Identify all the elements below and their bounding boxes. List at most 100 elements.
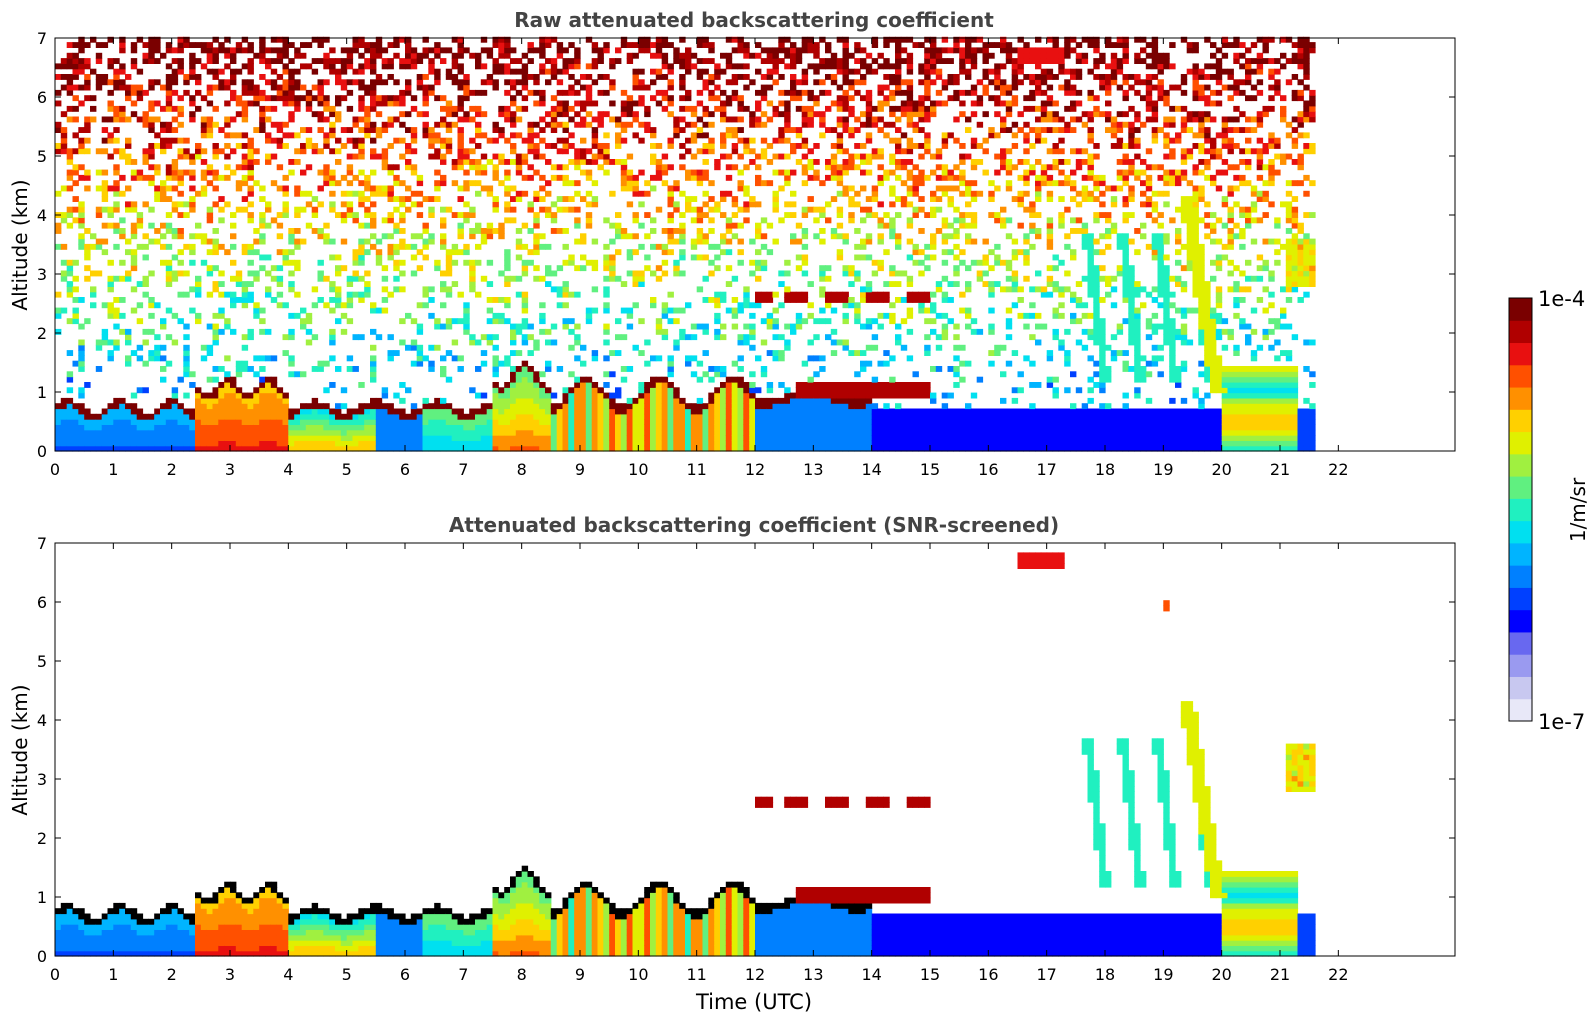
heatmap-cell <box>475 127 482 133</box>
heatmap-cell <box>696 254 704 261</box>
heatmap-cell <box>807 440 814 447</box>
heatmap-cell <box>906 68 914 75</box>
heatmap-cell <box>189 159 196 165</box>
heatmap-cell <box>78 435 85 441</box>
heatmap-cell <box>358 105 365 112</box>
heatmap-cell <box>562 148 569 155</box>
heatmap-cell <box>877 127 884 133</box>
heatmap-cell <box>720 196 727 202</box>
heatmap-cell <box>323 360 330 367</box>
heatmap-cell <box>504 249 511 256</box>
heatmap-cell <box>235 132 243 139</box>
heatmap-cell <box>527 435 534 441</box>
heatmap-cell <box>364 286 371 293</box>
heatmap-cell <box>60 111 68 118</box>
heatmap-cell <box>860 79 867 86</box>
heatmap-cell <box>323 222 330 229</box>
heatmap-cell <box>387 350 394 356</box>
heatmap-cell <box>160 185 167 192</box>
heatmap-cell <box>78 143 85 149</box>
heatmap-cell <box>644 440 651 447</box>
heatmap-cell <box>515 424 523 431</box>
heatmap-cell <box>381 307 389 314</box>
heatmap-cell <box>451 249 459 256</box>
heatmap-cell <box>778 47 785 54</box>
heatmap-cell <box>556 445 564 452</box>
heatmap-cell <box>673 339 680 346</box>
heatmap-cell <box>340 403 348 410</box>
heatmap-cell <box>865 137 873 144</box>
heatmap-cell <box>539 174 546 181</box>
heatmap-cell <box>807 196 814 202</box>
heatmap-cell <box>790 297 797 303</box>
heatmap-cell <box>148 84 155 91</box>
heatmap-cell <box>60 419 68 425</box>
heatmap-cell <box>55 291 62 298</box>
heatmap-cell <box>428 206 435 213</box>
heatmap-cell <box>352 153 359 160</box>
heatmap-cell <box>597 424 604 431</box>
heatmap-cell <box>95 419 103 425</box>
heatmap-cell <box>346 281 354 287</box>
heatmap-cell <box>498 127 505 133</box>
heatmap-cell <box>632 419 639 425</box>
heatmap-cell <box>95 445 103 452</box>
heatmap-cell <box>130 419 138 425</box>
heatmap-cell <box>399 36 406 43</box>
heatmap-cell <box>638 445 645 452</box>
heatmap-cell <box>90 36 97 43</box>
heatmap-cell <box>871 42 879 48</box>
heatmap-cell <box>597 52 604 59</box>
heatmap-cell <box>749 159 756 165</box>
heatmap-cell <box>119 190 126 197</box>
heatmap-cell <box>375 334 383 341</box>
heatmap-cell <box>871 270 879 277</box>
heatmap-cell <box>708 259 715 266</box>
heatmap-cell <box>883 291 890 298</box>
heatmap-cell <box>154 238 161 245</box>
heatmap-cell <box>906 89 914 96</box>
heatmap-cell <box>78 36 85 43</box>
heatmap-cell <box>702 440 709 447</box>
heatmap-cell <box>620 440 628 447</box>
heatmap-cell <box>165 105 173 112</box>
heatmap-cell <box>504 382 511 388</box>
heatmap-cell <box>235 413 243 420</box>
heatmap-cell <box>288 79 295 86</box>
heatmap-cell <box>702 201 709 208</box>
heatmap-cell <box>521 403 529 410</box>
heatmap-cell <box>498 270 505 277</box>
heatmap-cell <box>259 387 266 394</box>
heatmap-cell <box>696 100 704 107</box>
heatmap-cell <box>440 222 447 229</box>
heatmap-cell <box>399 429 406 436</box>
heatmap-cell <box>84 127 91 133</box>
heatmap-cell <box>113 206 120 213</box>
heatmap-cell <box>609 270 616 277</box>
heatmap-cell <box>749 408 756 415</box>
heatmap-cell <box>399 318 406 325</box>
heatmap-cell <box>206 440 214 447</box>
heatmap-cell <box>871 445 879 452</box>
heatmap-cell <box>475 111 482 118</box>
heatmap-cell <box>836 105 844 112</box>
heatmap-cell <box>574 334 581 341</box>
heatmap-cell <box>364 413 371 420</box>
heatmap-cell <box>294 68 301 75</box>
heatmap-cell <box>259 185 266 192</box>
heatmap-cell <box>440 403 447 410</box>
heatmap-cell <box>410 318 418 325</box>
heatmap-cell <box>521 302 529 309</box>
heatmap-cell <box>78 148 85 155</box>
heatmap-cell <box>55 121 62 128</box>
heatmap-cell <box>183 366 190 372</box>
heatmap-cell <box>399 286 406 293</box>
heatmap-cell <box>900 445 908 452</box>
heatmap-cell <box>632 302 639 309</box>
heatmap-cell <box>230 328 237 335</box>
heatmap-cell <box>329 238 336 245</box>
heatmap-cell <box>294 79 301 86</box>
heatmap-cell <box>580 376 587 383</box>
heatmap-cell <box>171 201 179 208</box>
heatmap-cell <box>510 334 517 341</box>
